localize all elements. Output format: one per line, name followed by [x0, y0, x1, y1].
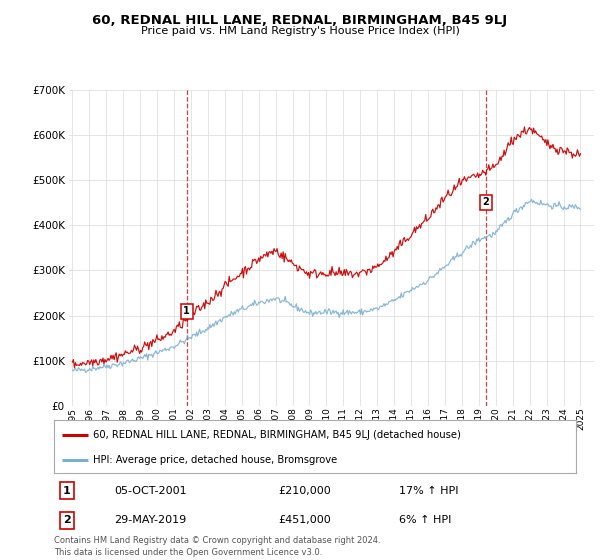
Text: 1: 1: [63, 486, 71, 496]
Text: 17% ↑ HPI: 17% ↑ HPI: [398, 486, 458, 496]
Text: HPI: Average price, detached house, Bromsgrove: HPI: Average price, detached house, Brom…: [93, 455, 337, 465]
Text: 29-MAY-2019: 29-MAY-2019: [114, 515, 186, 525]
Text: 1: 1: [184, 306, 190, 316]
Text: £451,000: £451,000: [278, 515, 331, 525]
Text: Price paid vs. HM Land Registry's House Price Index (HPI): Price paid vs. HM Land Registry's House …: [140, 26, 460, 36]
Text: 05-OCT-2001: 05-OCT-2001: [114, 486, 187, 496]
Text: This data is licensed under the Open Government Licence v3.0.: This data is licensed under the Open Gov…: [54, 548, 322, 557]
Text: 60, REDNAL HILL LANE, REDNAL, BIRMINGHAM, B45 9LJ (detached house): 60, REDNAL HILL LANE, REDNAL, BIRMINGHAM…: [93, 430, 461, 440]
Text: 6% ↑ HPI: 6% ↑ HPI: [398, 515, 451, 525]
Text: Contains HM Land Registry data © Crown copyright and database right 2024.: Contains HM Land Registry data © Crown c…: [54, 536, 380, 545]
Text: 60, REDNAL HILL LANE, REDNAL, BIRMINGHAM, B45 9LJ: 60, REDNAL HILL LANE, REDNAL, BIRMINGHAM…: [92, 14, 508, 27]
Text: 2: 2: [482, 197, 490, 207]
Text: 2: 2: [63, 515, 71, 525]
Text: £210,000: £210,000: [278, 486, 331, 496]
